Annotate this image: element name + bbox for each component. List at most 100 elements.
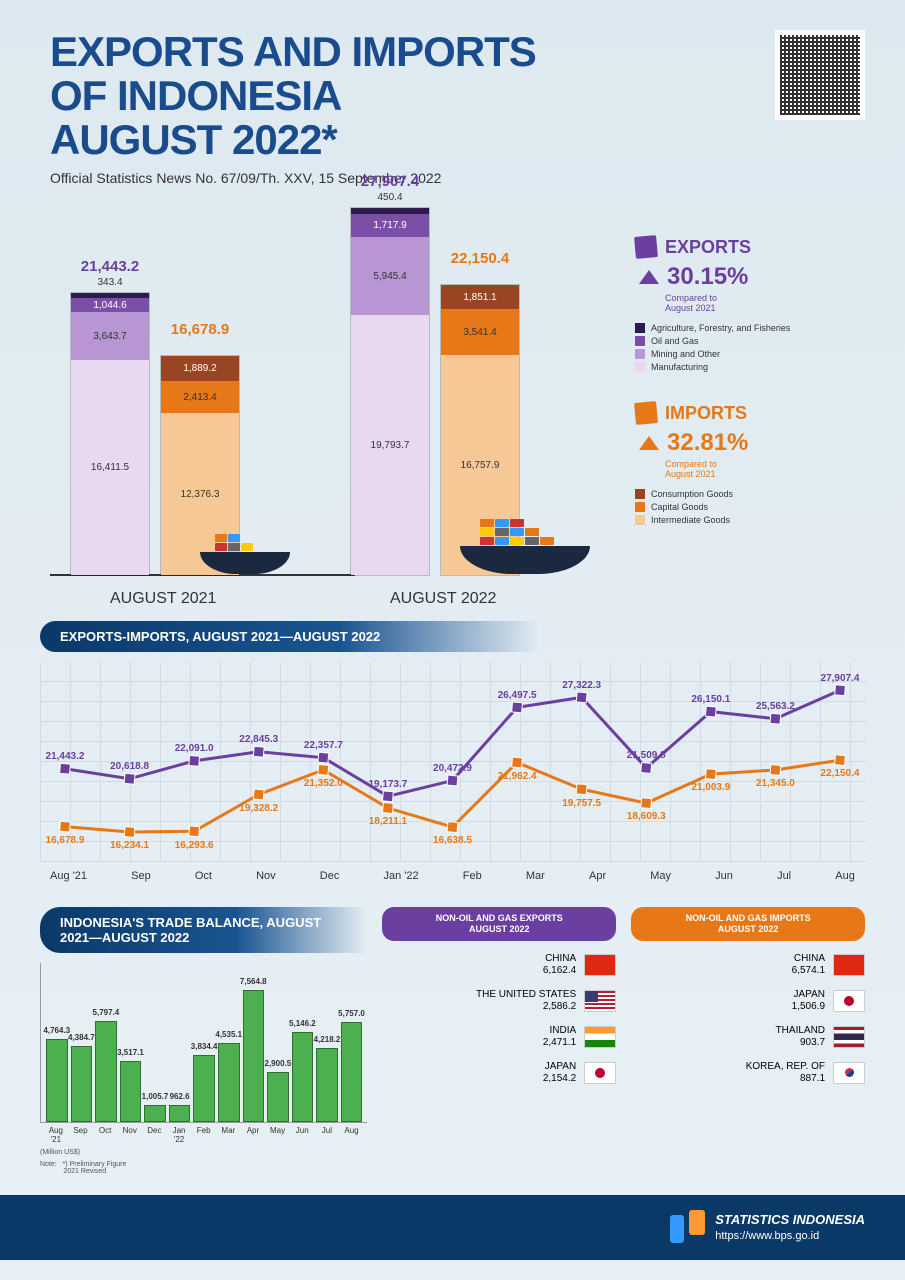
data-label: 22,357.7 — [304, 740, 343, 751]
trade-bar: 5,757.0 — [341, 1022, 363, 1123]
legend-item: Manufacturing — [635, 362, 865, 372]
country-item: KOREA, REP. OF887.1 — [631, 1061, 865, 1085]
swatch — [635, 336, 645, 346]
bar-value: 4,218.2 — [314, 1035, 341, 1044]
data-label: 26,497.5 — [498, 690, 537, 701]
bar-total: 22,150.4 — [441, 250, 519, 267]
legend-item: Capital Goods — [635, 502, 865, 512]
legend-percent: 32.81% — [639, 429, 865, 457]
country-label: THE UNITED STATES2,586.2 — [382, 989, 576, 1013]
data-label: 16,638.5 — [433, 835, 472, 846]
data-label: 25,563.2 — [756, 701, 795, 712]
trade-bar: 2,900.5 — [267, 1072, 289, 1123]
axis-label: Aug '21 — [50, 870, 87, 882]
trade-balance-title: INDONESIA'S TRADE BALANCE, AUGUST 2021—A… — [40, 907, 367, 953]
stacked-bar-chart: 21,443.2343.41,044.63,643.716,411.516,67… — [40, 196, 615, 616]
swatch — [635, 502, 645, 512]
axis-label: Jul — [777, 870, 791, 882]
country-item: JAPAN2,154.2 — [382, 1061, 616, 1085]
trade-bar: 4,384.7 — [71, 1046, 93, 1123]
legend-block: EXPORTS 30.15% Compared to August 2021 A… — [635, 236, 865, 372]
country-label: CHINA6,574.1 — [631, 953, 825, 977]
swatch — [635, 323, 645, 333]
cube-icon — [634, 235, 658, 259]
country-label: CHINA6,162.4 — [382, 953, 576, 977]
data-label: 19,173.7 — [368, 779, 407, 790]
data-label: 21,352.0 — [304, 778, 343, 789]
data-label: 21,509.8 — [627, 750, 666, 761]
bar-segment: 2,413.4 — [161, 381, 239, 413]
flag-icon — [833, 1026, 865, 1048]
bar-total: 21,443.2 — [71, 258, 149, 275]
axis-label: Oct — [195, 870, 212, 882]
footer-text: STATISTICS INDONESIA https://www.bps.go.… — [715, 1212, 865, 1243]
data-label: 16,678.9 — [46, 835, 85, 846]
data-label: 27,907.4 — [821, 673, 860, 684]
main-title: EXPORTS AND IMPORTS OF INDONESIA AUGUST … — [50, 30, 865, 162]
data-label: 18,211.1 — [369, 816, 407, 827]
trade-bar: 4,764.3 — [46, 1039, 68, 1122]
country-item: THE UNITED STATES2,586.2 — [382, 989, 616, 1013]
cube-icon — [634, 401, 658, 425]
axis-label: Aug — [341, 1126, 363, 1144]
country-item: INDIA2,471.1 — [382, 1025, 616, 1049]
bar-value: 3,517.1 — [117, 1048, 144, 1057]
bar-segment: 1,044.6 — [71, 298, 149, 312]
bar-value: 5,757.0 — [338, 1009, 365, 1018]
bar-segment: 1,851.1 — [441, 285, 519, 309]
data-label: 20,618.8 — [110, 761, 149, 772]
data-label: 20,472.9 — [433, 763, 472, 774]
flag-icon — [584, 1062, 616, 1084]
data-label: 19,328.2 — [239, 803, 278, 814]
legend-item: Mining and Other — [635, 349, 865, 359]
data-label: 22,091.0 — [175, 743, 214, 754]
country-list-title: NON-OIL AND GAS IMPORTS AUGUST 2022 — [631, 907, 865, 941]
trade-bar: 5,146.2 — [292, 1032, 314, 1122]
bar-total: 16,678.9 — [161, 321, 239, 338]
country-label: INDIA2,471.1 — [382, 1025, 576, 1049]
bar-segment: 1,717.9 — [351, 214, 429, 237]
subtitle: Official Statistics News No. 67/09/Th. X… — [50, 170, 865, 186]
timeseries-title: EXPORTS-IMPORTS, AUGUST 2021—AUGUST 2022 — [40, 621, 540, 652]
bar-value: 4,384.7 — [68, 1033, 95, 1042]
axis-label: Dec — [320, 870, 340, 882]
axis-label: Jan '22 — [168, 1126, 190, 1144]
trade-balance-chart: 4,764.34,384.75,797.43,517.11,005.7962.6… — [40, 963, 367, 1123]
footer: STATISTICS INDONESIA https://www.bps.go.… — [0, 1195, 905, 1260]
bar-segment: 1,889.2 — [161, 356, 239, 381]
data-label: 27,322.3 — [562, 680, 601, 691]
axis-label: May — [267, 1126, 289, 1144]
flag-icon — [833, 990, 865, 1012]
axis-label: Mar — [217, 1126, 239, 1144]
triangle-up-icon — [639, 436, 659, 450]
triangle-up-icon — [639, 270, 659, 284]
axis-label: Feb — [193, 1126, 215, 1144]
bar-segment: 3,541.4 — [441, 309, 519, 355]
country-label: JAPAN2,154.2 — [382, 1061, 576, 1085]
legend-item: Oil and Gas — [635, 336, 865, 346]
trade-bar: 7,564.8 — [243, 990, 265, 1122]
bar-value: 962.6 — [170, 1092, 190, 1101]
ship-icon — [460, 546, 590, 574]
legend-percent: 30.15% — [639, 263, 865, 291]
bar-segment: 3,643.7 — [71, 312, 149, 360]
axis-label: Sep — [70, 1126, 92, 1144]
axis-label: Nov — [256, 870, 276, 882]
legend-block: IMPORTS 32.81% Compared to August 2021 C… — [635, 402, 865, 525]
unit-label: (Million US$) — [40, 1149, 367, 1156]
bar-value: 2,900.5 — [264, 1059, 291, 1068]
bar-value: 7,564.8 — [240, 977, 267, 986]
trade-bar: 4,218.2 — [316, 1048, 338, 1122]
data-label: 22,150.4 — [821, 768, 860, 779]
swatch — [635, 362, 645, 372]
flag-icon — [833, 954, 865, 976]
data-label: 21,003.9 — [691, 782, 730, 793]
swatch — [635, 349, 645, 359]
swatch — [635, 515, 645, 525]
ship-icon — [200, 552, 290, 574]
trade-bar: 3,517.1 — [120, 1061, 142, 1123]
legend-title: IMPORTS — [665, 403, 747, 424]
axis-label: Dec — [144, 1126, 166, 1144]
legend-panel: EXPORTS 30.15% Compared to August 2021 A… — [635, 196, 865, 616]
legend-item: Intermediate Goods — [635, 515, 865, 525]
